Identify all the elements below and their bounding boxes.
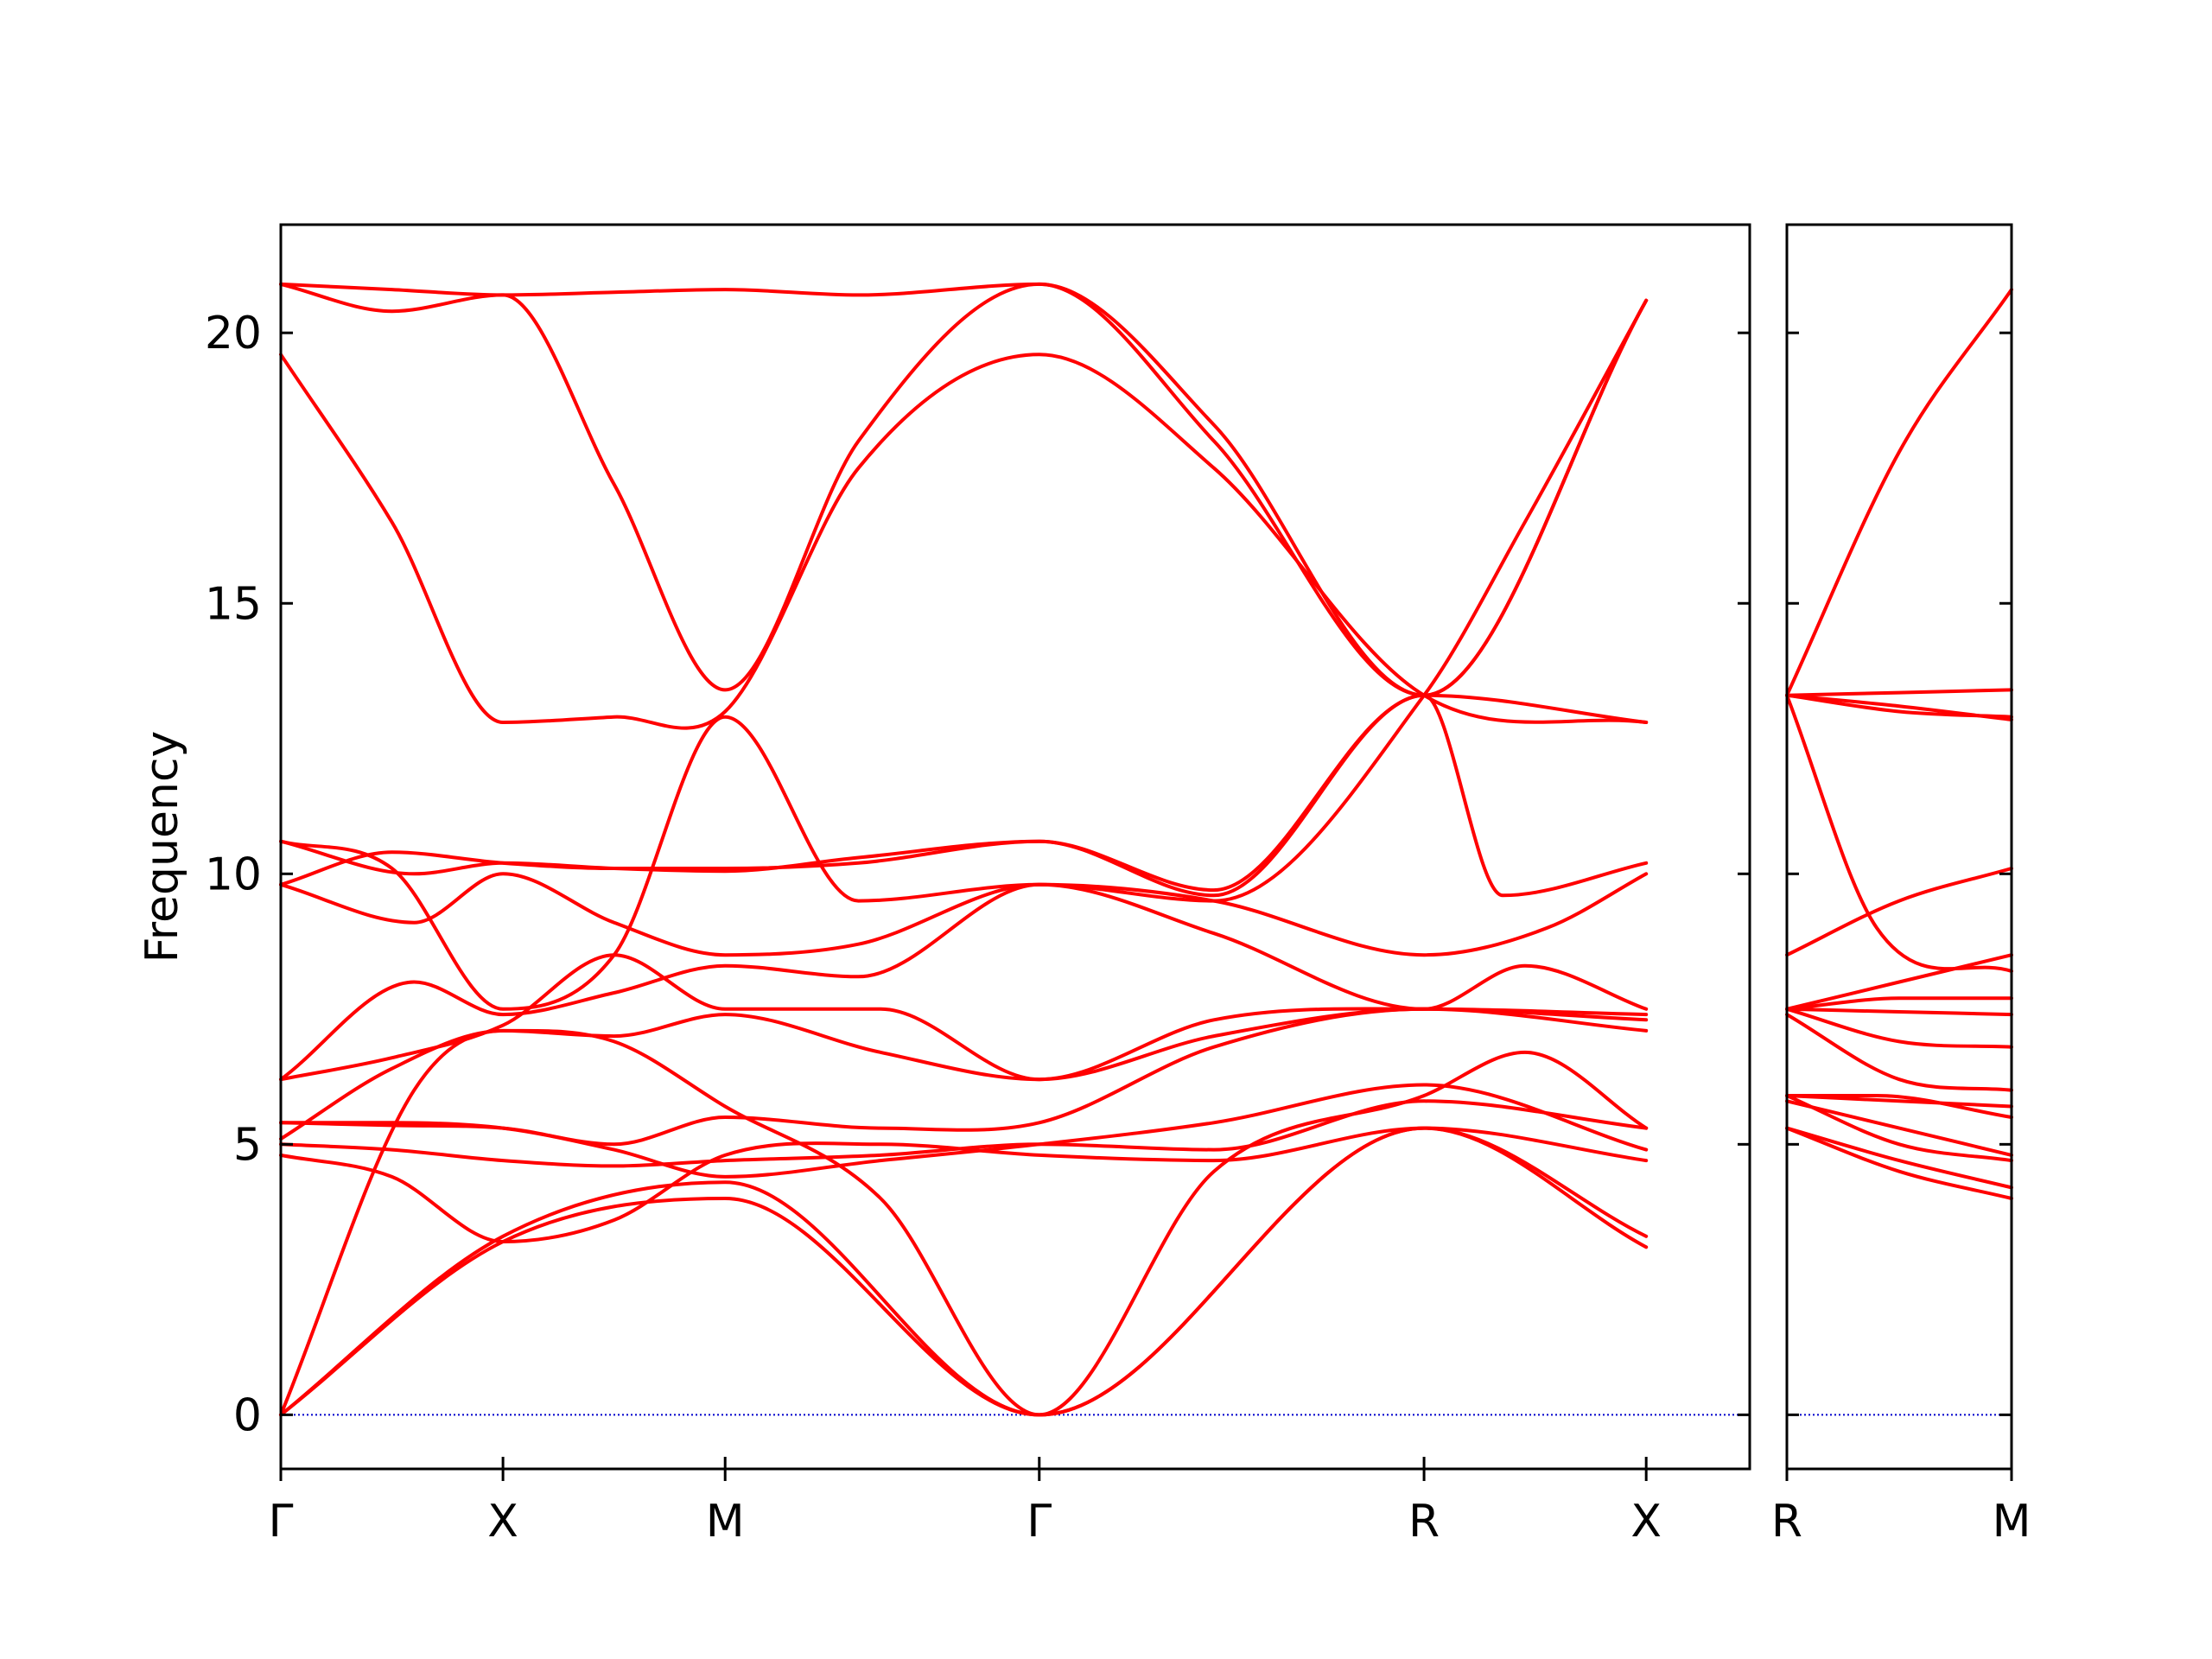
y-tick-label: 15 xyxy=(205,578,262,630)
band-line xyxy=(279,693,1649,893)
x-tick-label: R xyxy=(1408,1496,1440,1548)
band-line xyxy=(1785,1007,2013,1017)
band-line xyxy=(279,1126,1649,1417)
band-line xyxy=(279,298,1649,1011)
band-line xyxy=(279,1007,1649,1147)
band-line xyxy=(1785,693,2013,721)
x-tick-label: X xyxy=(487,1496,518,1548)
band-line xyxy=(279,1028,1649,1417)
x-tick-label: M xyxy=(706,1496,745,1548)
band-line xyxy=(279,953,1649,1082)
band-line xyxy=(1785,1126,2013,1190)
band-line xyxy=(1785,1007,2013,1049)
band-line xyxy=(279,1126,1649,1417)
band-line xyxy=(1785,693,2013,973)
x-tick-label: R xyxy=(1771,1496,1802,1548)
axes-frame xyxy=(1785,223,2013,1471)
x-tick-label: X xyxy=(1630,1496,1662,1548)
main-panel: 0 5 10 15 20 Γ X M Γ R X xyxy=(205,223,1751,1548)
x-tick-label: M xyxy=(1993,1496,2031,1548)
band-line xyxy=(1785,1093,2013,1119)
band-line xyxy=(279,1099,1649,1168)
band-line xyxy=(279,353,1649,730)
band-line xyxy=(279,282,1649,697)
band-line xyxy=(1785,867,2013,957)
y-tick-label: 20 xyxy=(205,308,262,359)
band-line xyxy=(1785,288,2013,697)
x-tick-label: Γ xyxy=(1027,1496,1052,1548)
band-line xyxy=(279,872,1649,1082)
y-tick-label: 5 xyxy=(233,1119,262,1171)
axes-frame xyxy=(279,223,1751,1471)
band-line xyxy=(279,693,1649,898)
band-line xyxy=(1785,688,2013,697)
y-tick-label: 10 xyxy=(205,849,262,900)
band-line xyxy=(1785,1094,2013,1163)
band-line xyxy=(279,1126,1649,1243)
band-line xyxy=(279,1007,1649,1141)
band-line xyxy=(1785,1099,2013,1157)
y-tick-label: 0 xyxy=(233,1389,262,1441)
band-line xyxy=(1785,996,2013,1011)
band-line xyxy=(279,282,1649,697)
x-tick-label: Γ xyxy=(269,1496,294,1548)
band-line xyxy=(1785,953,2013,1011)
y-axis-label: Frequency xyxy=(137,731,188,963)
band-line xyxy=(279,872,1649,1011)
band-line xyxy=(1785,1013,2013,1092)
band-line xyxy=(1785,1126,2013,1200)
